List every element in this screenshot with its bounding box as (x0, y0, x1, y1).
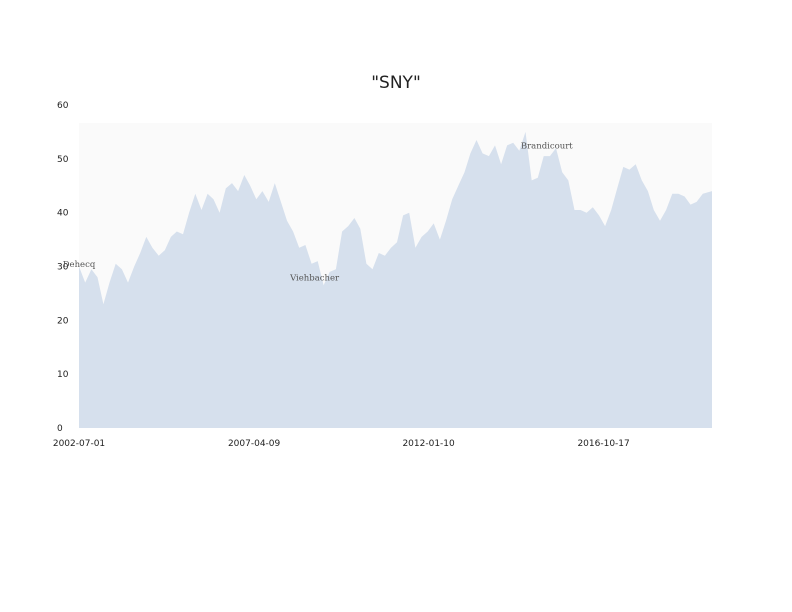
y-tick-label: 0 (57, 424, 63, 434)
annotation-label: Dehecq (63, 260, 96, 270)
area-layer (79, 131, 712, 428)
y-tick-label: 30 (57, 263, 69, 273)
chart-title: "SNY" (371, 73, 421, 93)
y-tick-label: 60 (57, 101, 69, 111)
y-tick-label: 40 (57, 209, 69, 219)
x-tick-label: 2002-07-01 (53, 439, 105, 449)
series-area-0 (79, 131, 712, 428)
x-tick-label: 2007-04-09 (228, 439, 281, 449)
annotation-label: Viehbacher (289, 273, 340, 283)
y-tick-label: 20 (57, 316, 69, 326)
y-tick-label: 50 (57, 155, 69, 165)
x-axis: 2002-07-01 2007-04-09 2012-01-10 2016-10-17 (53, 439, 630, 449)
y-axis: 0 10 20 30 40 50 60 (57, 101, 69, 434)
y-tick-label: 10 (57, 370, 69, 380)
annotation-label: Brandicourt (521, 141, 573, 151)
x-tick-label: 2012-01-10 (402, 439, 455, 449)
x-tick-label: 2016-10-17 (577, 439, 629, 449)
annotations: Dehecq Viehbacher Brandicourt (63, 141, 574, 283)
